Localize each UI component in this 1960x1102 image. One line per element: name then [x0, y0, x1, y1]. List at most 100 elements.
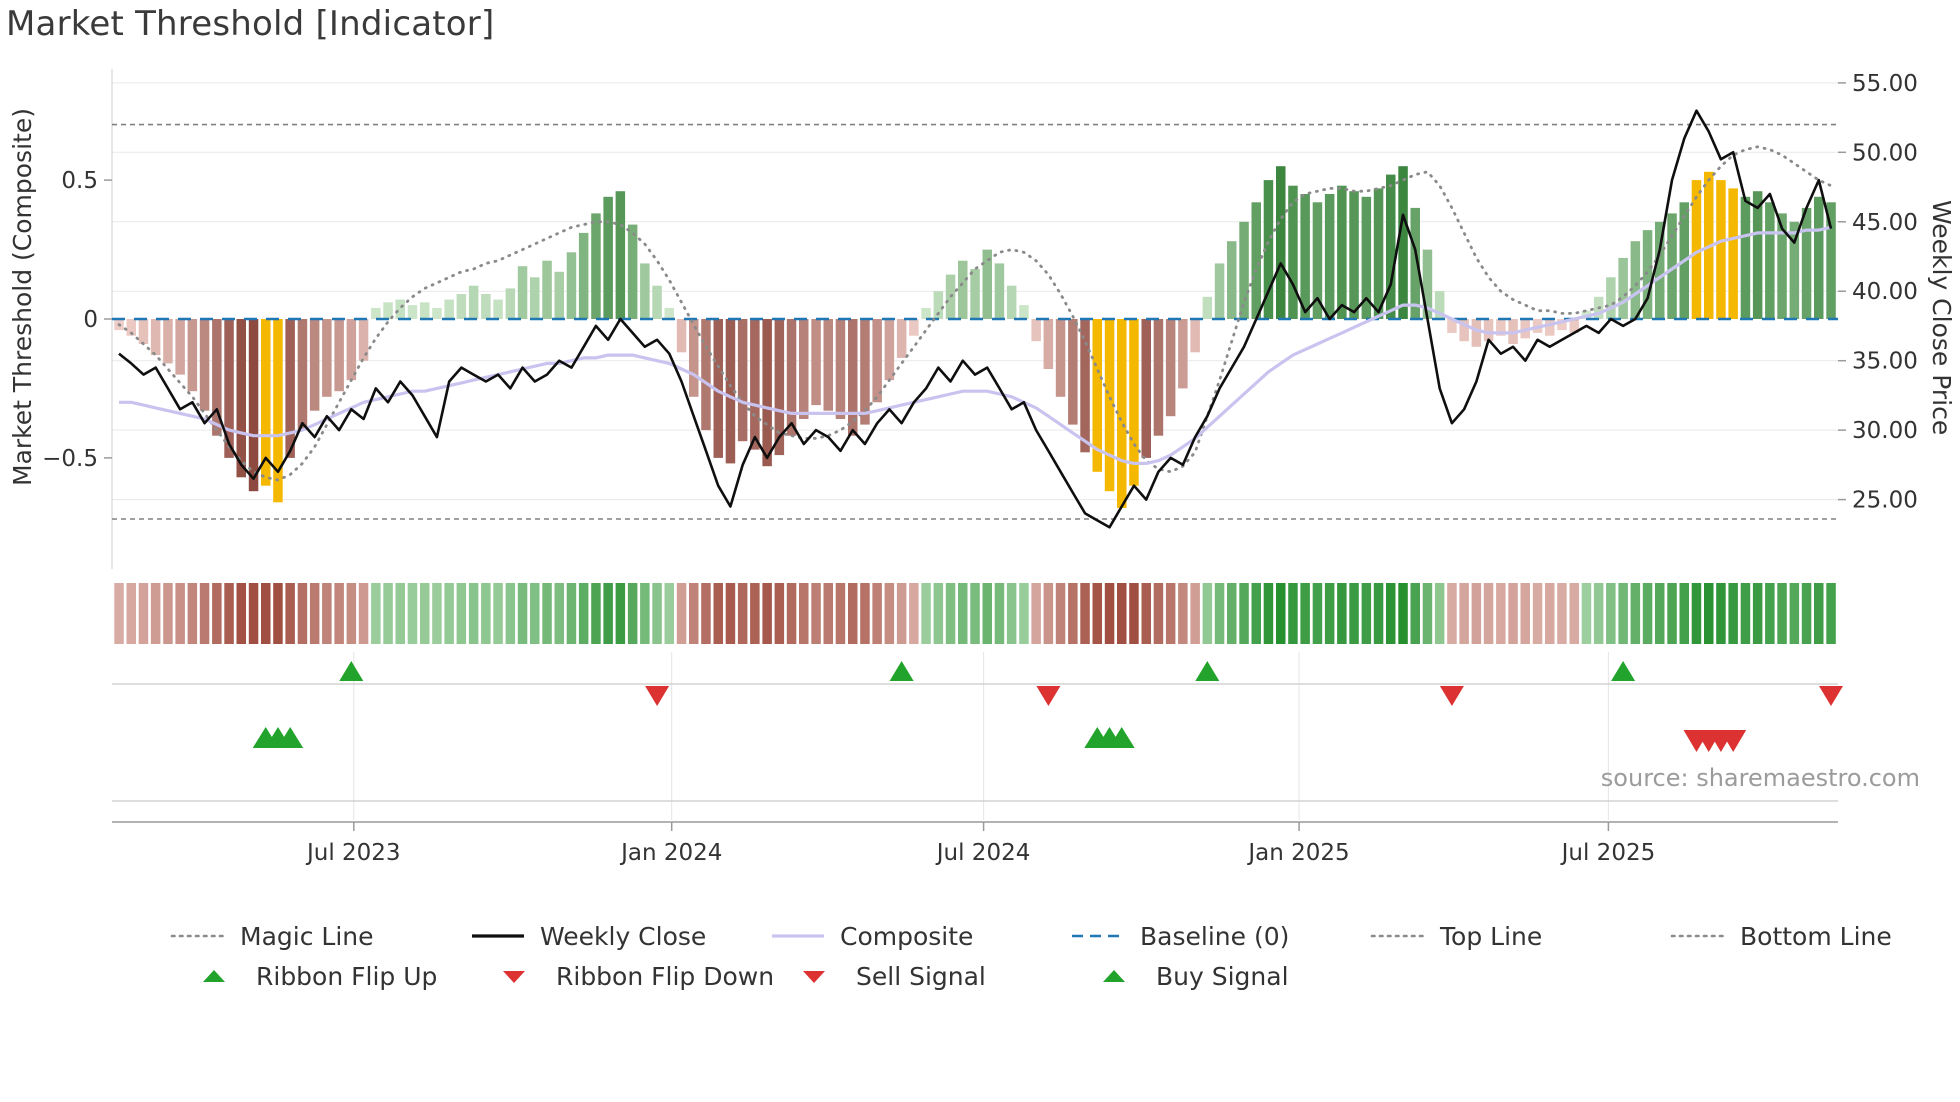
composite-bar	[909, 319, 919, 336]
ribbon-cell	[1826, 583, 1836, 644]
composite-bar	[1251, 202, 1261, 319]
composite-bar	[1422, 249, 1433, 319]
legend-label: Composite	[840, 921, 974, 951]
ribbon-cell	[505, 583, 516, 644]
ribbon-cell	[1471, 583, 1482, 644]
ribbon-cell	[126, 583, 136, 644]
ribbon-cell	[1569, 583, 1579, 644]
legend-swatch-canvas	[472, 934, 524, 938]
legend-item-top-line: Top Line	[1370, 922, 1670, 951]
composite-bar	[1117, 319, 1127, 508]
legend-item-composite: Composite	[770, 922, 1070, 951]
ribbon-cell	[1422, 583, 1433, 644]
composite-bar	[175, 319, 185, 375]
composite-bar	[1263, 180, 1274, 319]
composite-bar	[896, 319, 907, 358]
composite-bar	[1789, 221, 1800, 319]
ribbon-cell	[1349, 583, 1359, 644]
ribbon-cell	[909, 583, 919, 644]
ribbon-cell	[1190, 583, 1200, 644]
ribbon-cell	[444, 583, 454, 644]
ribbon-cell	[823, 583, 833, 644]
right-axis-ticks: 55.00 50.00 45.00 40.00 35.00 30.00 25.00	[1838, 71, 1918, 514]
composite-bar	[1691, 180, 1702, 319]
composite-bar	[725, 319, 736, 464]
legend-label: Bottom Line	[1740, 921, 1892, 951]
ribbon-flip-up-icon	[339, 661, 364, 681]
left-axis-ticks: 0.5 0 −0.5	[42, 168, 112, 472]
tick-label: Jan 2025	[1246, 840, 1349, 866]
composite-bar	[395, 299, 405, 319]
ribbon-cell	[1814, 583, 1824, 644]
composite-bar	[1801, 207, 1812, 319]
ribbon-flip-up-icon	[186, 967, 242, 985]
ribbon-cell	[835, 583, 846, 644]
ribbon-cell	[1092, 583, 1102, 644]
composite-bar	[1410, 207, 1420, 319]
composite-bar	[150, 319, 161, 356]
composite-bar	[530, 277, 540, 319]
bottom-line-sample	[1670, 927, 1726, 945]
ribbon-cell	[1178, 583, 1188, 644]
ribbon-cell	[493, 583, 503, 644]
tick-label: Jan 2024	[619, 840, 722, 866]
composite-bar	[1214, 263, 1225, 319]
ribbon-cell	[1398, 583, 1408, 644]
top-line-sample	[1370, 927, 1426, 945]
composite-bar	[1826, 202, 1836, 319]
composite-bar	[1227, 241, 1237, 319]
composite-bar	[640, 263, 650, 319]
ribbon-cell	[884, 583, 895, 644]
ribbon-cell	[1263, 583, 1274, 644]
composite-bar	[737, 319, 748, 442]
tick-label: Jul 2023	[305, 840, 401, 866]
ribbon-cell	[358, 583, 369, 644]
ribbon-cell	[468, 583, 479, 644]
ribbon-cell	[187, 583, 198, 644]
composite-bar	[432, 307, 442, 319]
ribbon-cell	[1728, 583, 1738, 644]
ribbon-cell	[395, 583, 405, 644]
ribbon-cell	[481, 583, 491, 644]
legend: Magic Line Weekly Close Composite Baseli…	[0, 916, 1960, 996]
ribbon-cell	[566, 583, 577, 644]
composite-bar	[823, 319, 833, 411]
tick-label: 55.00	[1852, 71, 1918, 97]
ribbon-cell	[1630, 583, 1641, 644]
composite-bar	[1178, 319, 1188, 389]
ribbon-cell	[591, 583, 601, 644]
legend-row-signals: Ribbon Flip Up Ribbon Flip Down Sell Sig…	[186, 956, 1960, 996]
ribbon-cell	[1483, 583, 1494, 644]
composite-bar	[322, 319, 332, 397]
ribbon-cell	[407, 583, 418, 644]
ribbon-cell	[786, 583, 797, 644]
ribbon-cell	[1153, 583, 1164, 644]
ribbon-cell	[224, 583, 234, 644]
ribbon-cell	[627, 583, 638, 644]
ribbon-cell	[1227, 583, 1237, 644]
ribbon-cell	[1055, 583, 1066, 644]
composite-bar	[1386, 174, 1396, 319]
composite-bar	[1190, 319, 1200, 353]
tick-label: 30.00	[1852, 418, 1918, 444]
composite-bar	[407, 305, 418, 319]
composite-bar	[1630, 241, 1641, 319]
composite-bar	[1337, 185, 1347, 319]
ribbon-cell	[1129, 583, 1139, 644]
tick-label: 0.5	[61, 168, 98, 194]
ribbon-flip-down-icon	[1439, 686, 1464, 706]
ribbon-cell	[1642, 583, 1653, 644]
ribbon-cell	[1214, 583, 1225, 644]
ribbon-cell	[1324, 583, 1335, 644]
ribbon-cell	[1557, 583, 1567, 644]
composite-bar	[1728, 188, 1738, 319]
composite-bar	[591, 213, 601, 319]
legend-label: Baseline (0)	[1140, 921, 1290, 951]
legend-label: Weekly Close	[540, 921, 707, 951]
composite-bar	[786, 319, 797, 436]
legend-item-sell-signal: Sell Signal	[786, 962, 1086, 991]
composite-bar	[603, 196, 613, 319]
composite-bar	[383, 302, 393, 319]
composite-bar	[799, 319, 809, 419]
